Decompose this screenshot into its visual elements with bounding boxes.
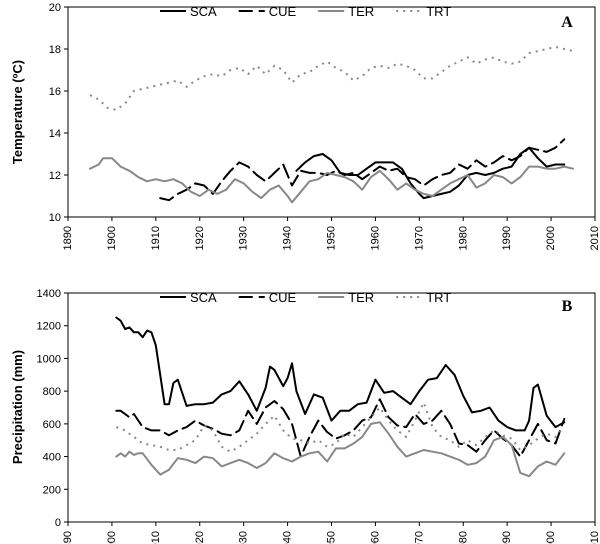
panel-a-legend-label-sca: SCA [190, 4, 217, 19]
panel-a-series-trt-line [89, 45, 574, 111]
panel-b-series-sca-line [115, 316, 566, 432]
panel-a-series-cue-line [159, 138, 566, 202]
panel-a-y-axis-title: Temperature (ºC) [10, 60, 25, 164]
panel-b-plot-frame [67, 292, 596, 523]
panel-b-x-tick-label: 1980 [457, 531, 469, 544]
panel-a-y-tick-label: 18 [49, 44, 61, 56]
panel-a-x-tick-label: 2000 [545, 226, 557, 250]
panel-b-label: B [562, 298, 573, 315]
panel-a-x-tick-label: 1930 [238, 226, 250, 250]
panel-b-y-tick-label: 200 [43, 484, 61, 496]
panel-b-axes: 1890 1900 1910 1920 1930 1940 1950 1960 1970 1980… [37, 288, 600, 544]
panel-a-x-tick-label: 1960 [369, 226, 381, 250]
panel-b-y-tick-label: 1000 [37, 353, 61, 365]
panel-a-x-tick-label: 1900 [106, 226, 118, 250]
panel-b-y-tick-label: 1200 [37, 321, 61, 333]
panel-a-temperature-chart: Temperature (ºC) A 1890 1900 1910 1920 1930 1… [10, 2, 600, 250]
panel-a-x-tick-label: 1940 [282, 226, 294, 250]
panel-b-series-ter-line [115, 421, 566, 478]
panel-a-axes: 1890 1900 1910 1920 1930 1940 1950 1960 1970 1980… [49, 2, 600, 250]
panel-b-legend-label-trt: TRT [426, 290, 451, 305]
panel-a-label: A [561, 14, 573, 31]
panel-b-precipitation-chart: Precipitation (mm) B 1890 1900 1910 1920 193… [10, 288, 600, 544]
panel-b-x-tick-label: 1900 [106, 531, 118, 544]
panel-b-x-tick-label: 1960 [369, 531, 381, 544]
panel-a-y-tick-label: 14 [49, 128, 61, 140]
panel-b-x-tick-label: 2000 [545, 531, 557, 544]
panel-b-y-tick-label: 1400 [37, 288, 61, 300]
panel-a-plot-frame [67, 6, 596, 218]
panel-a-x-tick-label: 2010 [589, 226, 600, 250]
panel-a-y-tick-label: 16 [49, 86, 61, 98]
panel-b-x-tick-label: 1930 [238, 531, 250, 544]
panel-b-x-tick-label: 1910 [150, 531, 162, 544]
panel-b-y-tick-label: 400 [43, 452, 61, 464]
panel-b-x-tick-label: 1920 [194, 531, 206, 544]
panel-a-legend-label-trt: TRT [426, 4, 451, 19]
panel-a-y-tick-label: 20 [49, 2, 61, 14]
panel-b-legend-label-cue: CUE [269, 290, 297, 305]
panel-a-x-tick-label: 1980 [457, 226, 469, 250]
panel-b-y-tick-label: 600 [43, 419, 61, 431]
panel-a-x-tick-label: 1920 [194, 226, 206, 250]
panel-a-x-tick-label: 1990 [501, 226, 513, 250]
panel-b-x-tick-label: 1950 [326, 531, 338, 544]
panel-a-y-tick-label: 10 [49, 212, 61, 224]
panel-b-series [115, 316, 566, 478]
panel-a-series-ter-line [89, 157, 574, 204]
panel-b-x-tick-label: 1940 [282, 531, 294, 544]
panel-b-legend-label-sca: SCA [190, 290, 217, 305]
panel-b-y-axis-title: Precipitation (mm) [10, 350, 25, 464]
panel-b-x-tick-label: 1970 [413, 531, 425, 544]
panel-a-x-tick-label: 1970 [413, 226, 425, 250]
panel-a-legend-label-ter: TER [348, 4, 374, 19]
panel-b-y-tick-label: 800 [43, 386, 61, 398]
panel-a-y-tick-label: 12 [49, 170, 61, 182]
panel-b-legend-label-ter: TER [348, 290, 374, 305]
panel-a-legend: SCA CUE TER TRT [160, 4, 451, 19]
panel-a-x-tick-label: 1890 [62, 226, 74, 250]
panel-a-x-tick-label: 1910 [150, 226, 162, 250]
panel-a-x-tick-label: 1950 [326, 226, 338, 250]
panel-b-x-tick-label: 1990 [501, 531, 513, 544]
panel-b-y-tick-label: 0 [55, 517, 61, 529]
panel-b-legend: SCA CUE TER TRT [160, 290, 451, 305]
panel-a-legend-label-cue: CUE [269, 4, 297, 19]
panel-b-x-tick-label: 2010 [589, 531, 600, 544]
panel-a-series [89, 45, 574, 204]
panel-b-x-tick-label: 1890 [62, 531, 74, 544]
panel-b-series-cue-line [115, 398, 566, 458]
